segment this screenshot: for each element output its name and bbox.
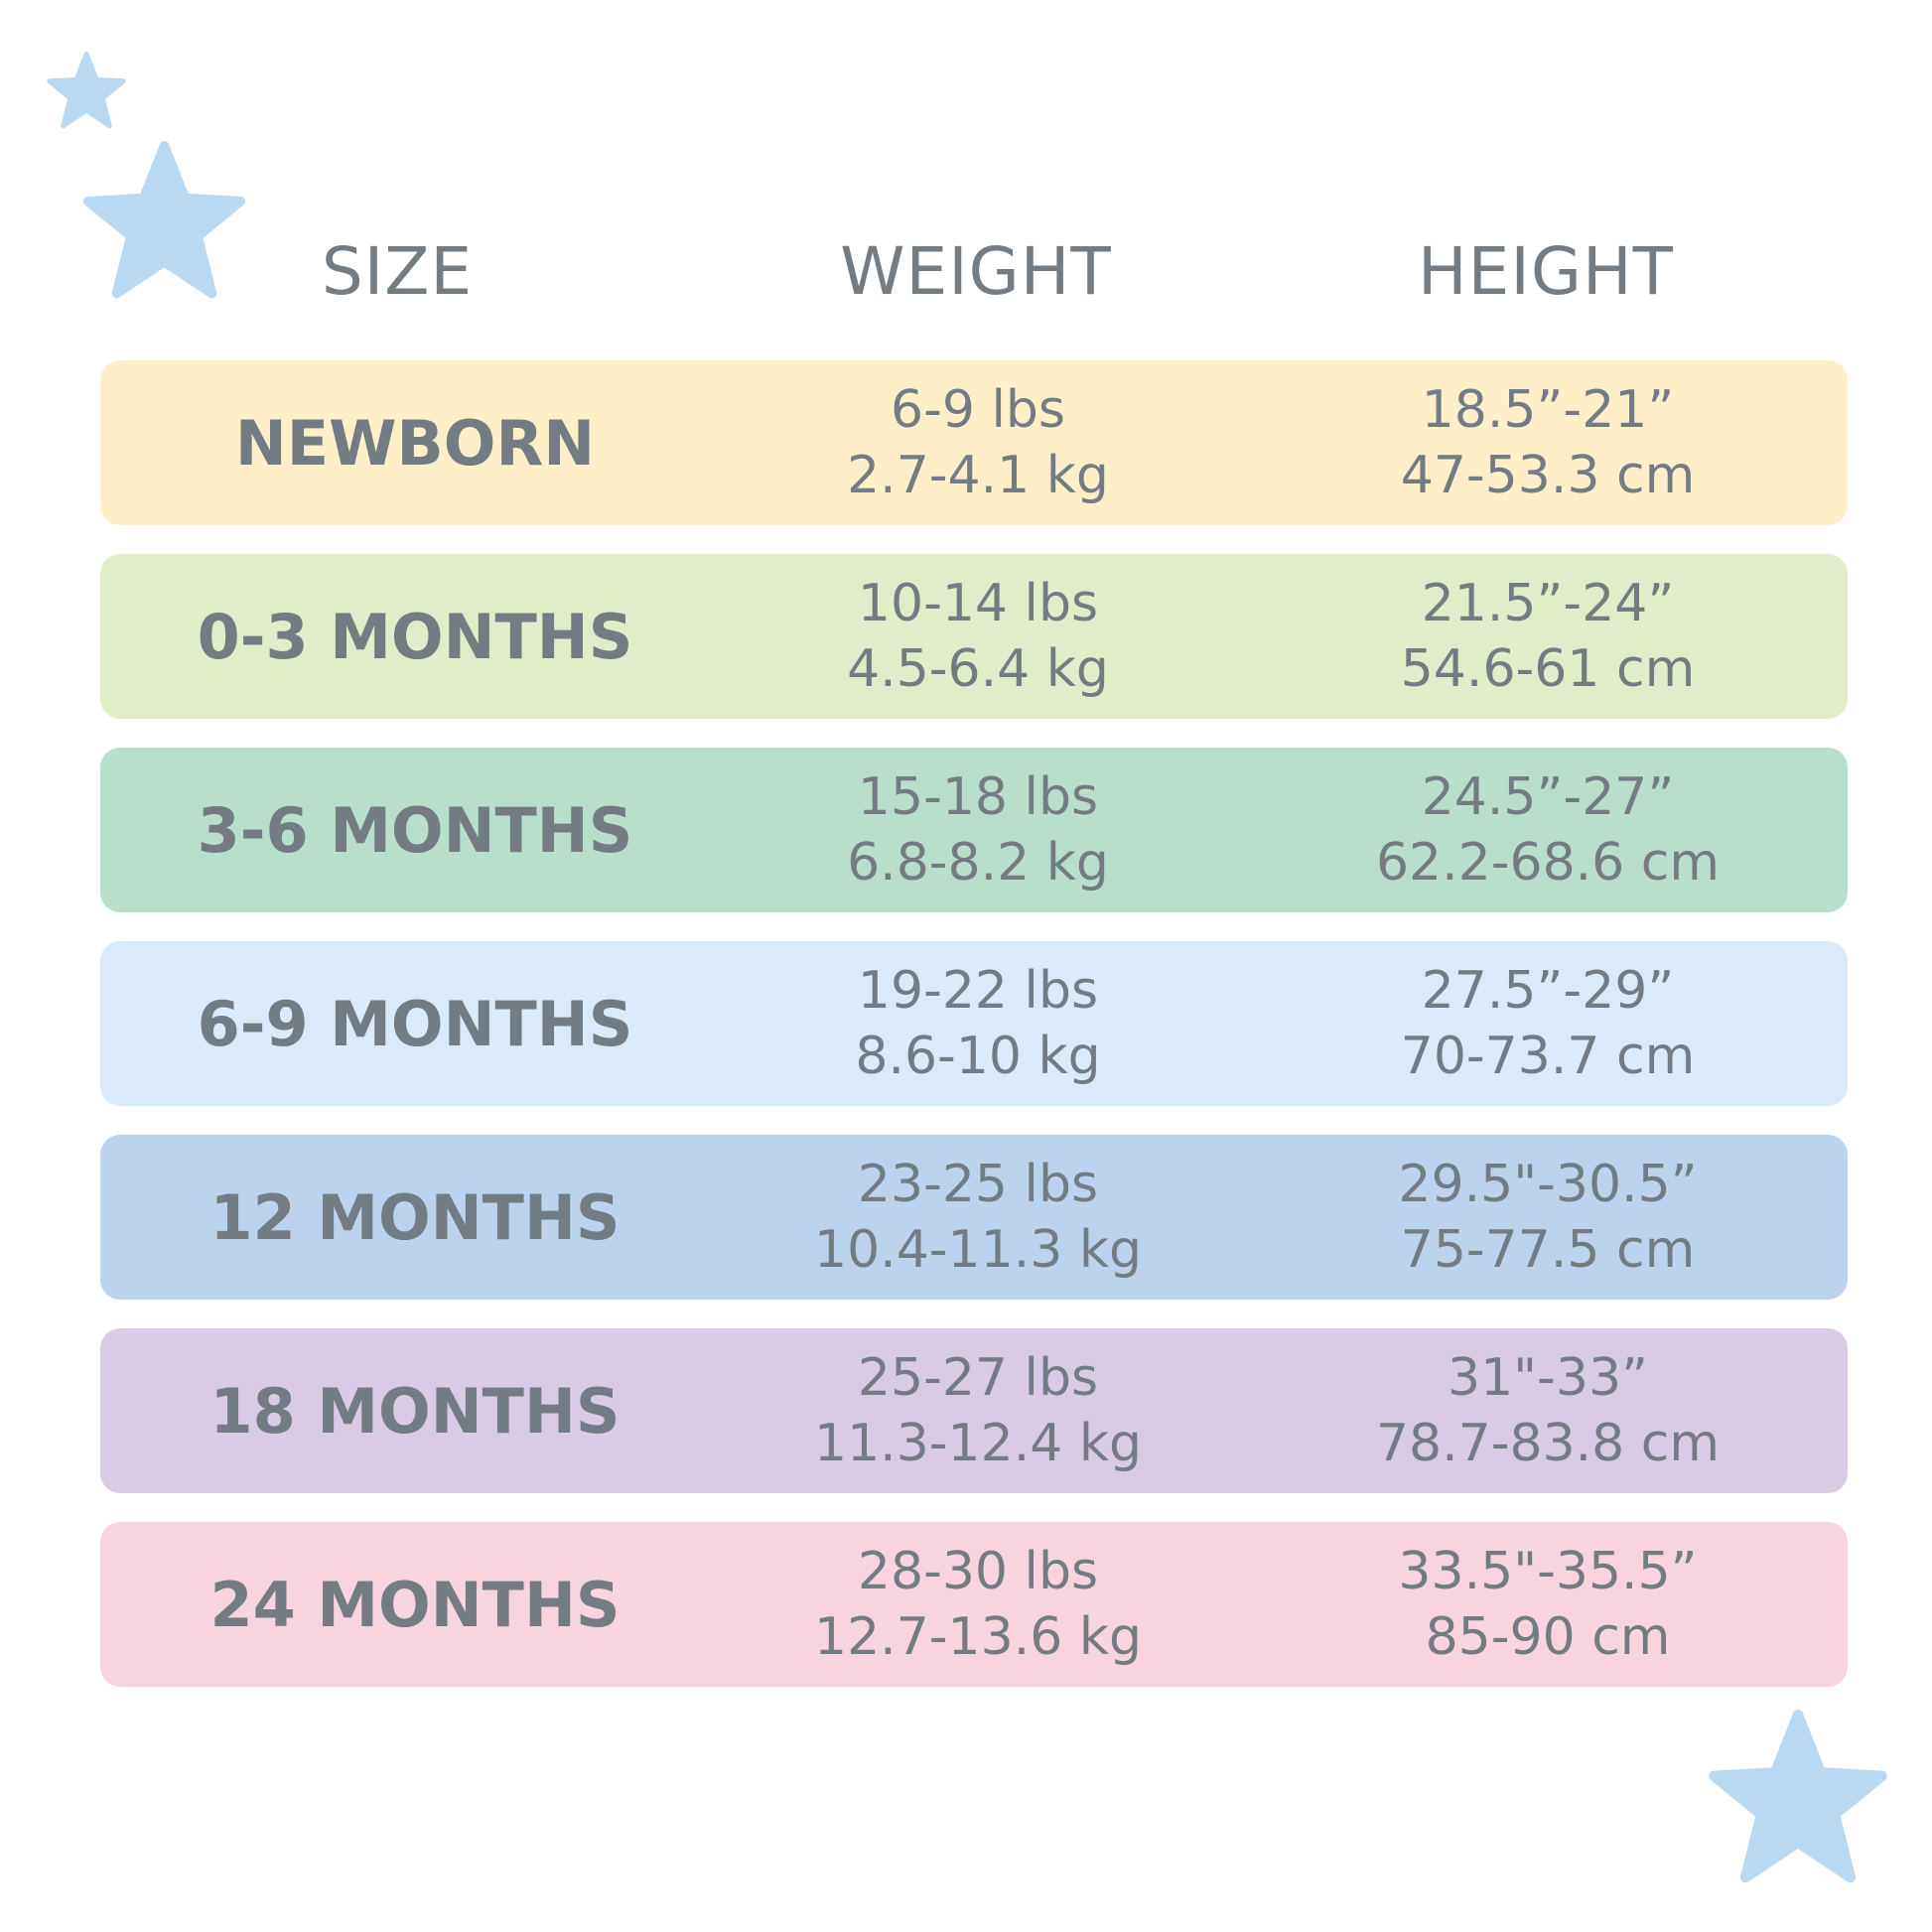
size-cell: NEWBORN [117, 360, 713, 525]
height-cell: 27.5”-29” 70-73.7 cm [1250, 941, 1846, 1106]
weight-kg: 6.8-8.2 kg [847, 833, 1109, 893]
height-cm: 54.6-61 cm [1400, 639, 1696, 699]
size-label: 3-6 MONTHS [197, 793, 633, 867]
weight-lbs: 23-25 lbs [857, 1155, 1099, 1214]
height-cell: 21.5”-24” 54.6-61 cm [1250, 554, 1846, 719]
size-label: 0-3 MONTHS [197, 600, 633, 673]
weight-cell: 28-30 lbs 12.7-13.6 kg [680, 1522, 1276, 1687]
weight-cell: 23-25 lbs 10.4-11.3 kg [680, 1135, 1276, 1300]
weight-kg: 8.6-10 kg [855, 1027, 1101, 1086]
height-cell: 29.5"-30.5” 75-77.5 cm [1250, 1135, 1846, 1300]
height-cm: 85-90 cm [1425, 1607, 1671, 1667]
weight-kg: 11.3-12.4 kg [814, 1414, 1142, 1473]
header-height: HEIGHT [1418, 233, 1674, 310]
size-cell: 3-6 MONTHS [117, 748, 713, 912]
height-in: 18.5”-21” [1421, 380, 1675, 440]
height-in: 24.5”-27” [1421, 767, 1675, 827]
height-cm: 70-73.7 cm [1400, 1027, 1696, 1086]
weight-lbs: 28-30 lbs [857, 1542, 1099, 1601]
size-row: 12 MONTHS 23-25 lbs 10.4-11.3 kg 29.5"-30… [100, 1135, 1848, 1300]
height-in: 33.5"-35.5” [1398, 1542, 1698, 1601]
size-label: NEWBORN [234, 406, 596, 480]
weight-cell: 6-9 lbs 2.7-4.1 kg [680, 360, 1276, 525]
size-row: NEWBORN 6-9 lbs 2.7-4.1 kg 18.5”-21” 47-53… [100, 360, 1848, 525]
weight-cell: 10-14 lbs 4.5-6.4 kg [680, 554, 1276, 719]
size-row: 0-3 MONTHS 10-14 lbs 4.5-6.4 kg 21.5”-24”… [100, 554, 1848, 719]
weight-kg: 2.7-4.1 kg [847, 446, 1109, 505]
height-in: 29.5"-30.5” [1398, 1155, 1698, 1214]
weight-kg: 4.5-6.4 kg [847, 639, 1109, 699]
height-cm: 47-53.3 cm [1400, 446, 1696, 505]
weight-kg: 10.4-11.3 kg [814, 1220, 1142, 1280]
weight-lbs: 25-27 lbs [857, 1348, 1099, 1408]
weight-lbs: 15-18 lbs [857, 767, 1099, 827]
size-cell: 24 MONTHS [117, 1522, 713, 1687]
size-label: 12 MONTHS [209, 1180, 621, 1254]
size-row: 18 MONTHS 25-27 lbs 11.3-12.4 kg 31"-33” 7… [100, 1328, 1848, 1493]
star-icon [82, 141, 246, 299]
size-cell: 0-3 MONTHS [117, 554, 713, 719]
size-cell: 12 MONTHS [117, 1135, 713, 1300]
height-cm: 78.7-83.8 cm [1375, 1414, 1721, 1473]
size-label: 6-9 MONTHS [197, 987, 633, 1060]
size-cell: 18 MONTHS [117, 1328, 713, 1493]
star-icon [1709, 1710, 1887, 1883]
weight-lbs: 19-22 lbs [857, 961, 1099, 1021]
header-weight: WEIGHT [840, 233, 1112, 310]
height-cm: 62.2-68.6 cm [1375, 833, 1721, 893]
height-in: 31"-33” [1448, 1348, 1648, 1408]
size-row: 6-9 MONTHS 19-22 lbs 8.6-10 kg 27.5”-29” 7… [100, 941, 1848, 1106]
header-size: SIZE [321, 233, 474, 310]
height-cell: 33.5"-35.5” 85-90 cm [1250, 1522, 1846, 1687]
size-label: 18 MONTHS [209, 1374, 621, 1448]
weight-kg: 12.7-13.6 kg [814, 1607, 1142, 1667]
height-cm: 75-77.5 cm [1400, 1220, 1696, 1280]
height-in: 21.5”-24” [1421, 574, 1675, 633]
weight-cell: 19-22 lbs 8.6-10 kg [680, 941, 1276, 1106]
weight-lbs: 10-14 lbs [857, 574, 1099, 633]
weight-cell: 25-27 lbs 11.3-12.4 kg [680, 1328, 1276, 1493]
height-cell: 18.5”-21” 47-53.3 cm [1250, 360, 1846, 525]
height-in: 27.5”-29” [1421, 961, 1675, 1021]
size-row: 24 MONTHS 28-30 lbs 12.7-13.6 kg 33.5"-35… [100, 1522, 1848, 1687]
size-cell: 6-9 MONTHS [117, 941, 713, 1106]
weight-cell: 15-18 lbs 6.8-8.2 kg [680, 748, 1276, 912]
size-label: 24 MONTHS [209, 1568, 621, 1641]
height-cell: 31"-33” 78.7-83.8 cm [1250, 1328, 1846, 1493]
star-icon [47, 52, 126, 129]
size-row: 3-6 MONTHS 15-18 lbs 6.8-8.2 kg 24.5”-27”… [100, 748, 1848, 912]
weight-lbs: 6-9 lbs [890, 380, 1065, 440]
height-cell: 24.5”-27” 62.2-68.6 cm [1250, 748, 1846, 912]
